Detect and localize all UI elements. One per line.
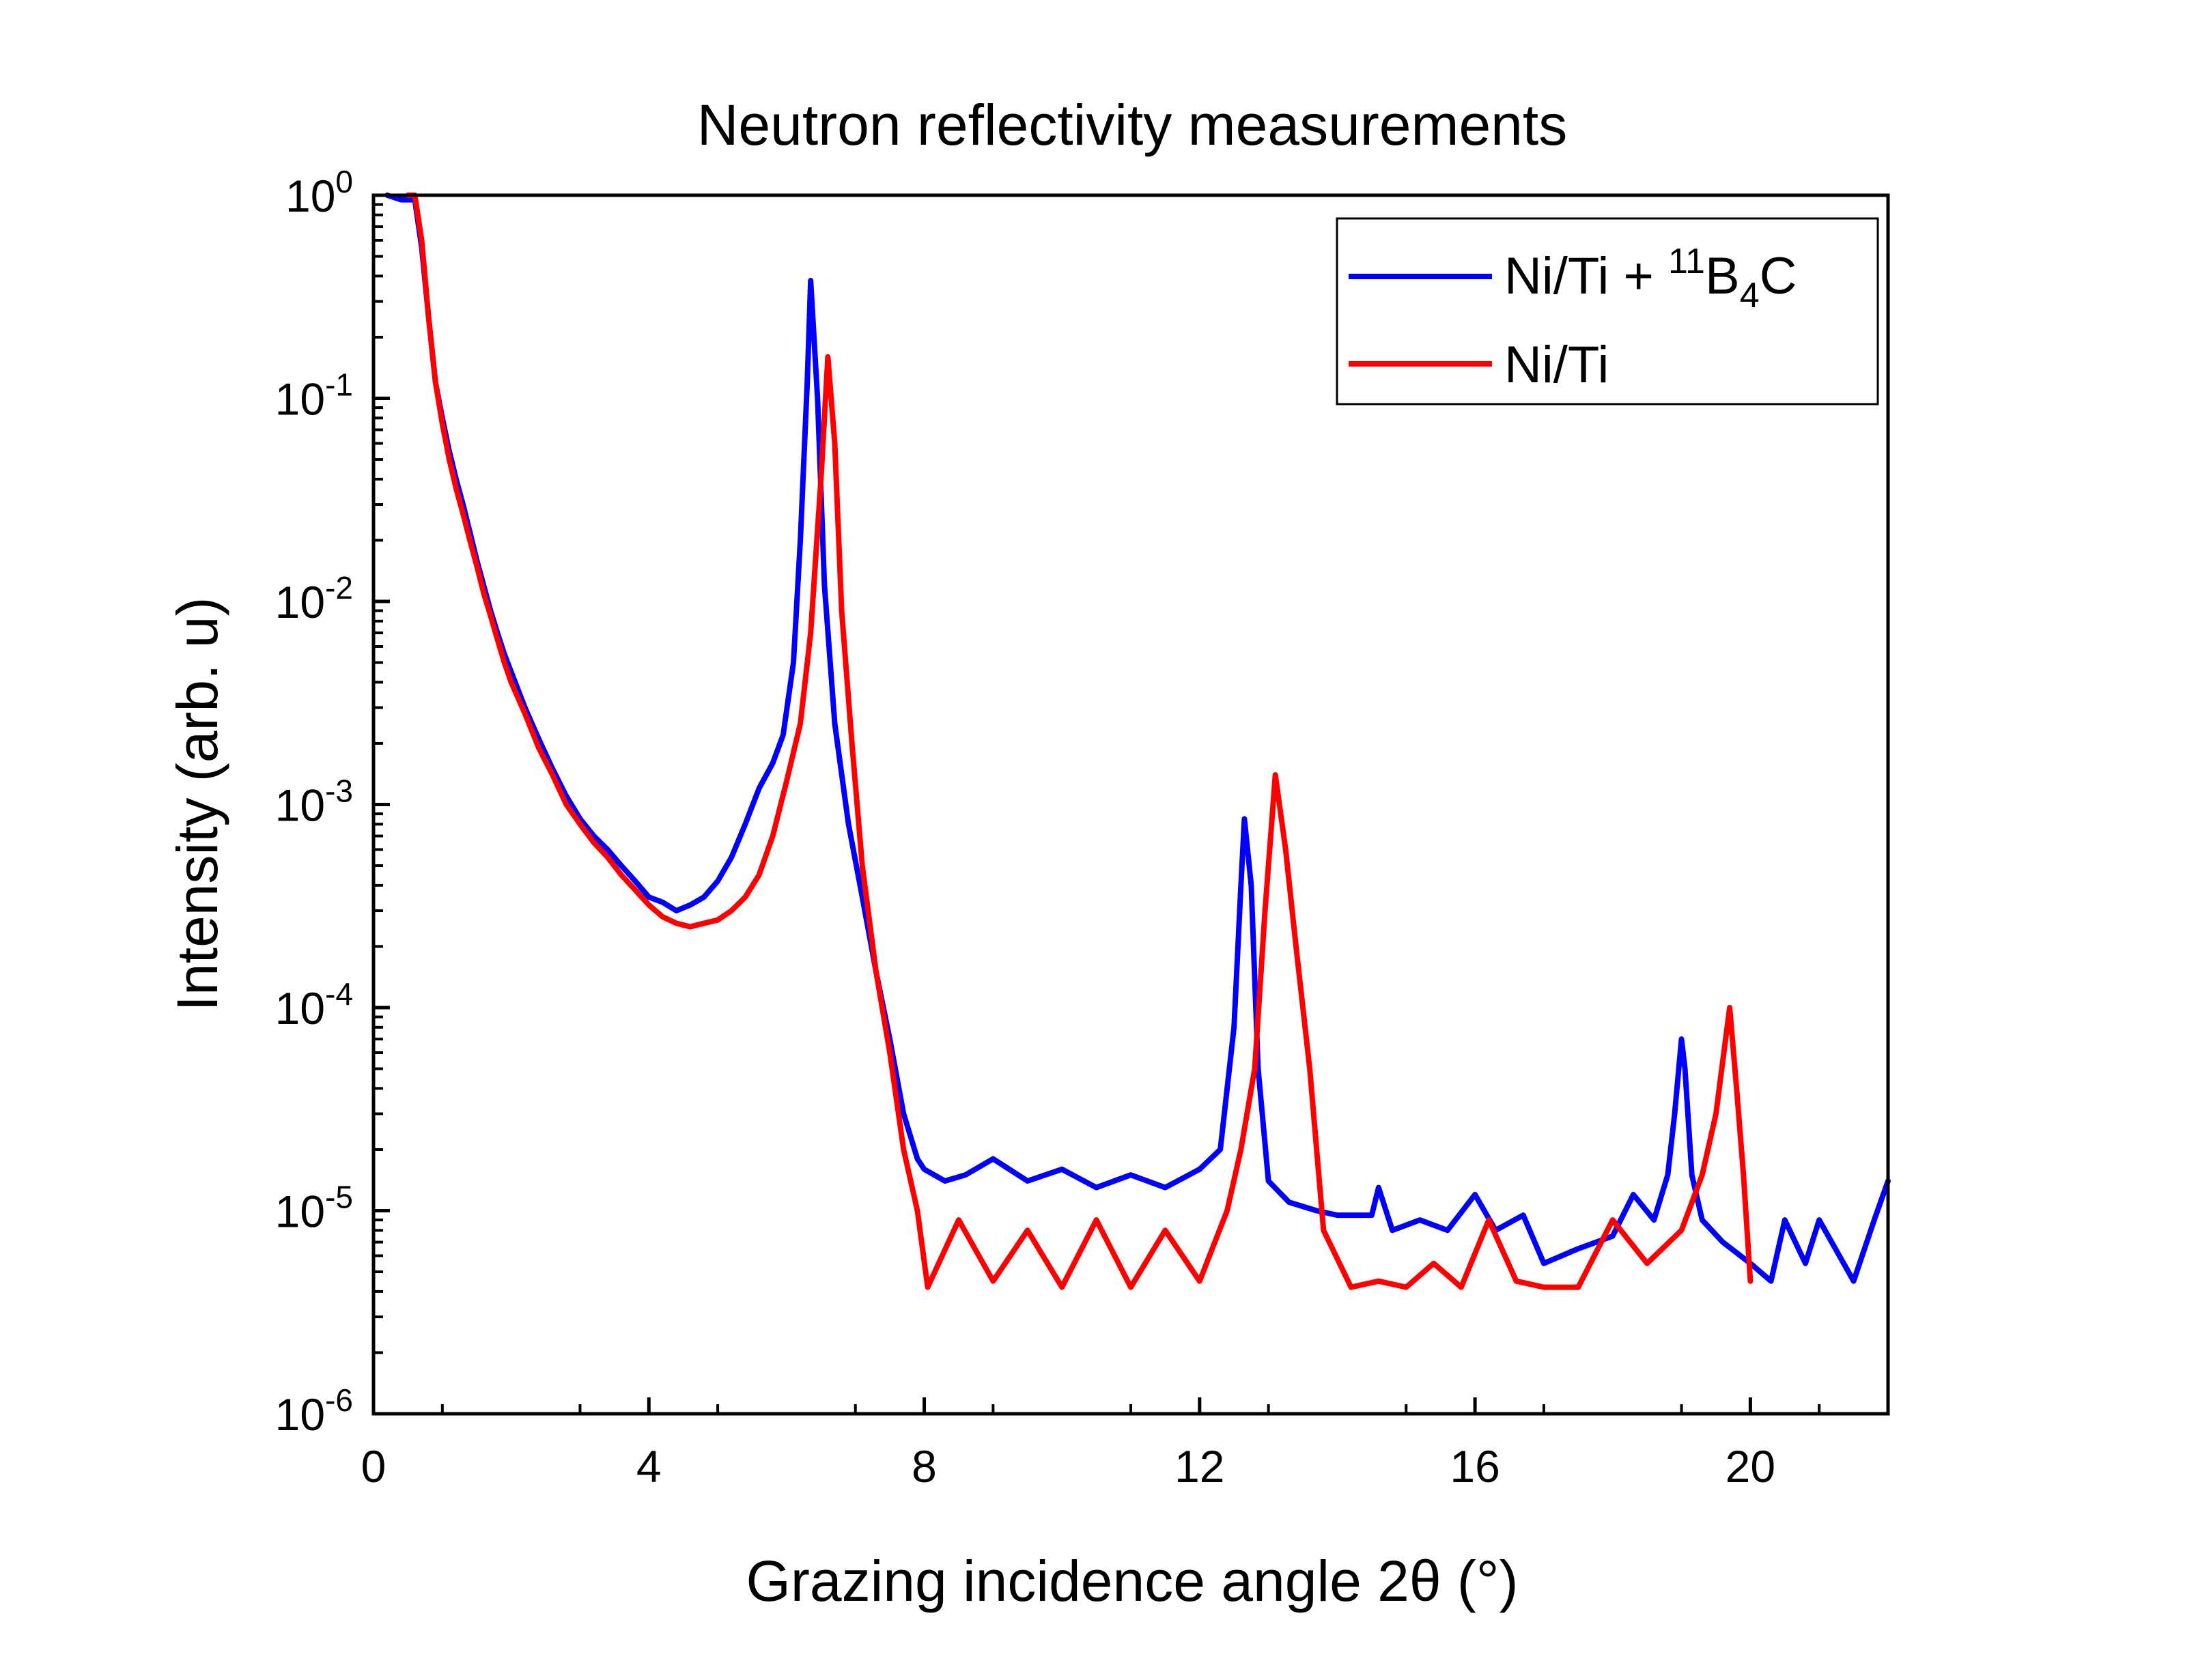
y-tick-label: 10-3 xyxy=(275,773,353,831)
x-tick-label: 0 xyxy=(361,1441,386,1492)
x-tick-label: 12 xyxy=(1174,1441,1224,1492)
plot-series xyxy=(384,193,1891,1290)
y-tick-label: 10-5 xyxy=(275,1180,353,1237)
y-tick-label: 10-1 xyxy=(275,367,353,425)
legend-label-ni-ti-b4c: Ni/Ti + 11B4C xyxy=(1504,242,1797,315)
x-axis-ticks: 0 4 8 12 16 20 xyxy=(361,1397,1821,1492)
x-tick-label: 8 xyxy=(912,1441,937,1492)
x-axis-label: Grazing incidence angle 2θ (°) xyxy=(746,1549,1519,1613)
x-tick-label: 4 xyxy=(636,1441,662,1492)
legend: Ni/Ti + 11B4C Ni/Ti xyxy=(1336,217,1879,405)
legend-label-ni-ti: Ni/Ti xyxy=(1504,336,1609,394)
chart-title: Neutron reflectivity measurements xyxy=(697,93,1567,157)
y-tick-label: 10-2 xyxy=(275,570,353,627)
y-tick-label: 100 xyxy=(285,164,353,221)
x-tick-label: 20 xyxy=(1726,1441,1775,1492)
x-tick-label: 16 xyxy=(1450,1441,1500,1492)
legend-box xyxy=(1336,217,1879,405)
y-axis-label: Intensity (arb. u) xyxy=(165,597,229,1012)
y-tick-label: 10-4 xyxy=(275,976,353,1034)
y-tick-label: 10-6 xyxy=(275,1382,353,1440)
series-line-0 xyxy=(384,193,1891,1284)
plot-frame xyxy=(371,193,1890,1416)
series-line-1 xyxy=(405,193,1754,1290)
